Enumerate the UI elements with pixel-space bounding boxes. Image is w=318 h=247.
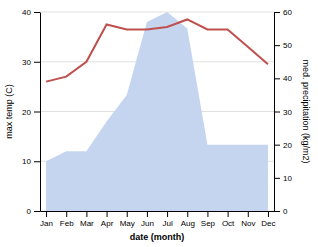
tick-mark	[248, 211, 249, 217]
tick-label: Jul	[162, 219, 172, 228]
tick: 10	[22, 157, 40, 166]
tick-label: Sep	[201, 219, 216, 228]
tick-mark	[274, 211, 280, 212]
tick-mark	[187, 211, 188, 217]
tick-label: 50	[283, 41, 292, 50]
tick-mark	[207, 211, 208, 217]
tick: 30	[22, 58, 40, 67]
chart-container: Jan Feb Mar Apr May Jun Jul Aug Sep Oct Nov Dec 0 10 2…	[0, 0, 318, 247]
tick-mark	[268, 211, 269, 217]
grid-line	[40, 12, 274, 13]
tick: Oct	[222, 211, 235, 228]
tick-label: 20	[22, 108, 31, 117]
tick-mark	[34, 211, 40, 212]
tick: 50	[274, 41, 292, 50]
tick: 0	[274, 207, 288, 216]
tick-label: Oct	[222, 219, 235, 228]
y-axis-title: max temp (C)	[4, 84, 14, 139]
tick: May	[120, 211, 135, 228]
tick-label: 40	[283, 74, 292, 83]
tick-label: Jan	[40, 219, 53, 228]
tick: Apr	[101, 211, 114, 228]
tick: Nov	[241, 211, 255, 228]
tick-label: 20	[283, 141, 292, 150]
tick-mark	[274, 145, 280, 146]
tick-label: May	[120, 219, 135, 228]
tick-mark	[147, 211, 148, 217]
x-axis: Jan Feb Mar Apr May Jun Jul Aug Sep Oct Nov Dec	[40, 211, 275, 228]
tick: Jan	[40, 211, 53, 228]
tick: 40	[274, 74, 292, 83]
tick: Feb	[60, 211, 74, 228]
tick-label: 10	[283, 174, 292, 183]
axis-line	[41, 211, 275, 212]
tick: Mar	[80, 211, 94, 228]
tick: 30	[274, 108, 292, 117]
tick-label: 0	[27, 207, 32, 216]
tick-mark	[274, 178, 280, 179]
tick-label: Mar	[80, 219, 94, 228]
tick: 60	[274, 8, 292, 17]
x-axis-title: date (month)	[130, 232, 185, 242]
tick: 20	[22, 108, 40, 117]
line	[46, 19, 268, 81]
tick-label: 10	[22, 157, 31, 166]
tick-mark	[86, 211, 87, 217]
tick: Dec	[261, 211, 275, 228]
tick-label: Nov	[241, 219, 255, 228]
plot: Jan Feb Mar Apr May Jun Jul Aug Sep Oct Nov Dec 0 10 2…	[4, 8, 311, 242]
tick-mark	[34, 12, 40, 13]
y2-axis-title: med. precipitation (kg/m2)	[301, 59, 311, 163]
tick-label: Feb	[60, 219, 74, 228]
tick-label: Jun	[141, 219, 154, 228]
tick: Aug	[181, 211, 195, 228]
tick-mark	[274, 12, 280, 13]
tick: Sep	[201, 211, 216, 228]
tick-mark	[228, 211, 229, 217]
tick-label: Dec	[261, 219, 275, 228]
tick-label: 30	[283, 108, 292, 117]
tick: 0	[27, 207, 40, 216]
marks	[46, 12, 268, 211]
tick-mark	[274, 45, 280, 46]
tick-label: Aug	[181, 219, 195, 228]
tick-label: 60	[283, 8, 292, 17]
y-axis: 0 10 20 30 40	[22, 8, 40, 216]
tick-mark	[274, 78, 280, 79]
tick-mark	[167, 211, 168, 217]
area	[46, 12, 268, 211]
tick: 10	[274, 174, 292, 183]
tick: Jul	[162, 211, 172, 228]
tick: 40	[22, 8, 40, 17]
tick-mark	[34, 112, 40, 113]
tick-label: 40	[22, 8, 31, 17]
tick: 20	[274, 141, 292, 150]
tick-mark	[34, 161, 40, 162]
chart-svg: Jan Feb Mar Apr May Jun Jul Aug Sep Oct Nov Dec 0 10 2…	[0, 0, 318, 247]
tick: Jun	[141, 211, 154, 228]
tick-mark	[46, 211, 47, 217]
tick-mark	[66, 211, 67, 217]
grid	[40, 12, 274, 211]
tick-label: 0	[283, 207, 288, 216]
tick-label: Apr	[101, 219, 114, 228]
tick-mark	[34, 62, 40, 63]
axis-line	[40, 13, 41, 212]
y2-axis: 0 10 20 30 40 50 60	[274, 8, 292, 216]
tick-mark	[107, 211, 108, 217]
tick-mark	[127, 211, 128, 217]
tick-label: 30	[22, 58, 31, 67]
tick-mark	[274, 112, 280, 113]
